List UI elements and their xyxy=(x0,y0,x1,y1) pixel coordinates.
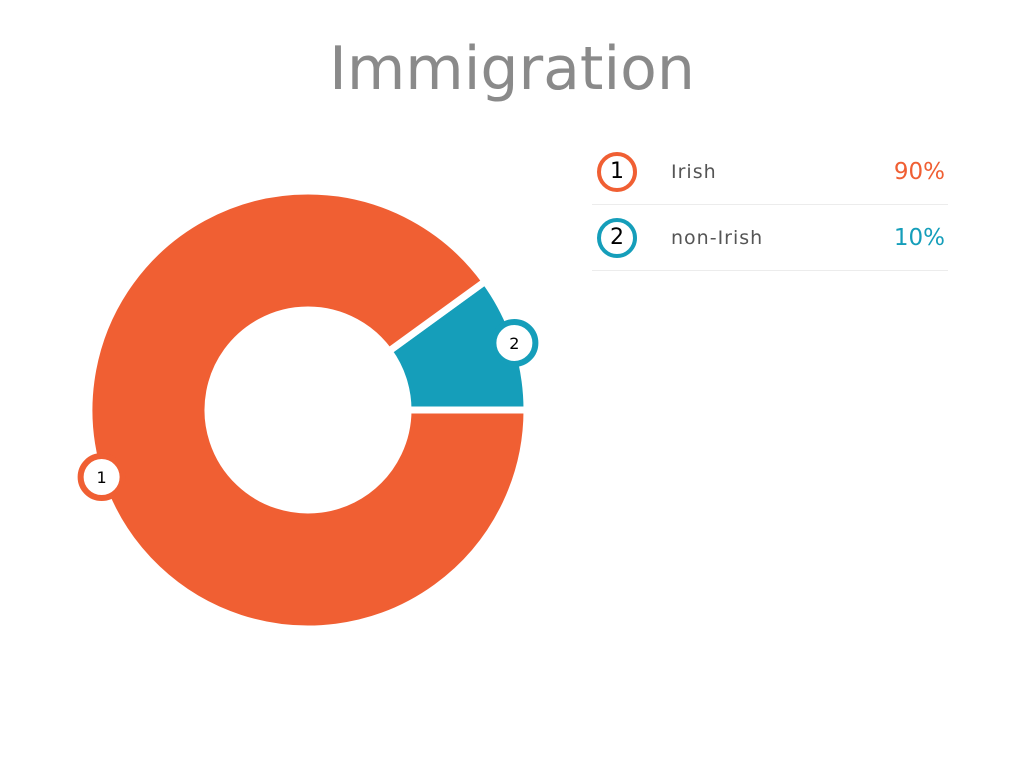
legend-label: Irish xyxy=(671,160,717,183)
chart-title: Immigration xyxy=(329,34,695,104)
legend-item: 1 Irish 90% xyxy=(592,139,948,205)
slice-label-text: 2 xyxy=(509,334,519,353)
legend-label: non-Irish xyxy=(671,226,764,249)
slice-label-circle xyxy=(77,453,126,502)
legend-badge: 1 xyxy=(597,151,637,192)
slice-label-badge: 1 xyxy=(77,453,126,502)
legend-item: 2 non-Irish 10% xyxy=(592,205,948,271)
slice-label-circle xyxy=(490,318,539,367)
slice-irish[interactable] xyxy=(85,187,531,633)
legend-badge: 2 xyxy=(597,217,637,258)
slice-label-text: 1 xyxy=(97,468,107,487)
slice-label-badge: 2 xyxy=(490,318,539,367)
legend-value: 90% xyxy=(893,158,945,185)
legend-value: 10% xyxy=(893,224,945,251)
legend: 1 Irish 90% 2 non-Irish 10% xyxy=(592,139,948,271)
